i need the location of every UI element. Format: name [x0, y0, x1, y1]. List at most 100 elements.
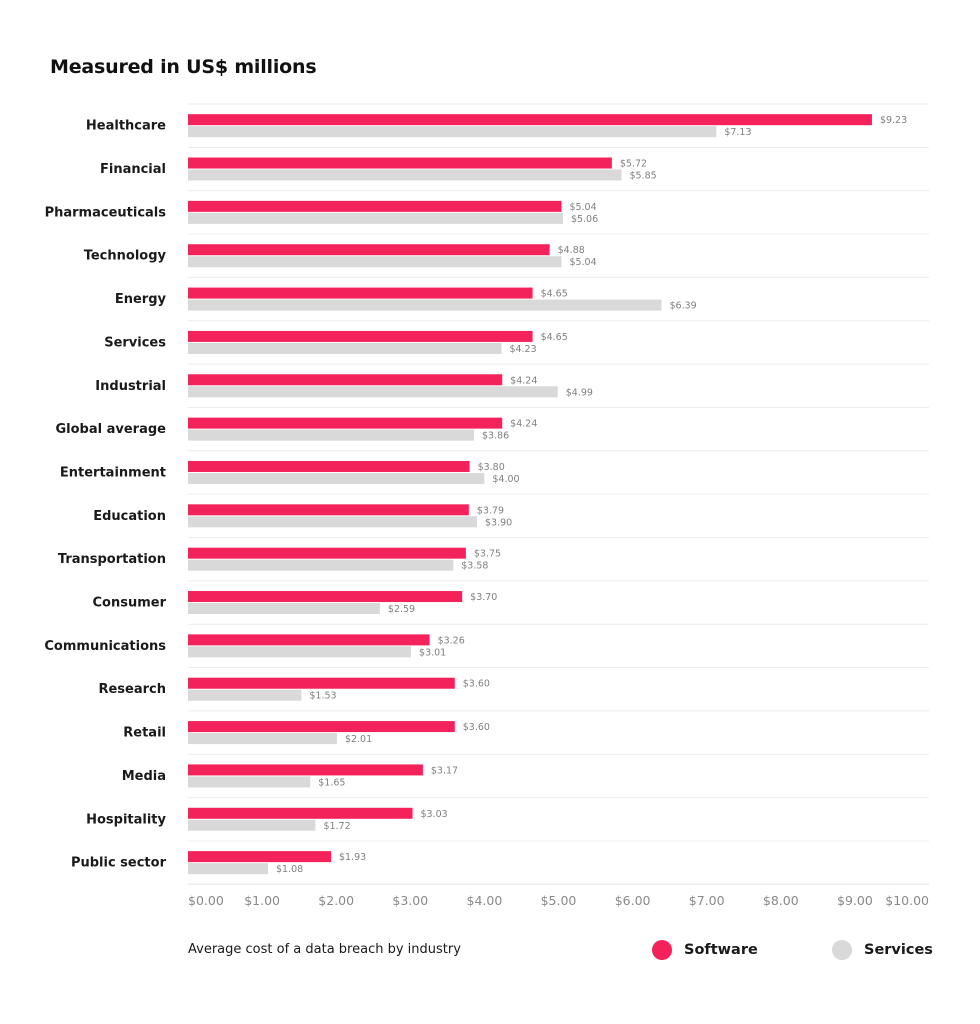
- bar-services: [188, 559, 454, 571]
- value-label-services: $6.39: [669, 301, 696, 312]
- value-label-services: $3.90: [485, 517, 512, 528]
- value-label-services: $1.72: [323, 821, 350, 832]
- bar-services: [188, 863, 269, 875]
- bar-software: [188, 591, 463, 603]
- value-label-services: $3.58: [461, 561, 488, 572]
- software-dot-icon: [652, 940, 672, 960]
- legend-item-software: Software: [652, 940, 758, 960]
- value-label-services: $3.01: [419, 647, 446, 658]
- services-dot-icon: [832, 940, 852, 960]
- category-label: Transportation: [58, 552, 166, 567]
- x-tick-label: $7.00: [689, 893, 725, 908]
- category-label: Communications: [44, 639, 166, 654]
- category-label: Services: [104, 335, 166, 350]
- bar-software: [188, 114, 872, 126]
- value-label-services: $1.65: [318, 777, 345, 788]
- bar-services: [188, 776, 311, 788]
- value-label-software: $4.24: [510, 419, 537, 430]
- bar-software: [188, 807, 413, 819]
- value-label-services: $3.86: [482, 431, 509, 442]
- bar-services: [188, 733, 337, 745]
- value-label-software: $3.70: [470, 592, 497, 603]
- value-label-services: $2.59: [388, 604, 415, 615]
- category-label: Healthcare: [86, 119, 166, 134]
- value-label-software: $3.26: [438, 635, 465, 646]
- category-label: Retail: [123, 726, 166, 741]
- value-label-services: $7.13: [724, 127, 751, 138]
- value-label-software: $4.65: [541, 332, 568, 343]
- x-tick-label: $8.00: [763, 893, 799, 908]
- x-tick-label: $1.00: [244, 893, 280, 908]
- value-label-software: $3.17: [431, 765, 458, 776]
- category-label: Research: [98, 682, 166, 697]
- x-tick-label: $3.00: [392, 893, 428, 908]
- category-label: Technology: [84, 249, 167, 264]
- x-tick-label: $4.00: [467, 893, 503, 908]
- bar-services: [188, 126, 717, 138]
- bar-services: [188, 342, 502, 354]
- legend-item-services: Services: [832, 940, 933, 960]
- x-tick-label: $5.00: [541, 893, 577, 908]
- category-label: Industrial: [95, 379, 166, 394]
- bar-software: [188, 330, 533, 342]
- bar-services: [188, 429, 475, 441]
- bar-services: [188, 299, 662, 311]
- value-label-software: $9.23: [880, 115, 907, 126]
- bar-software: [188, 677, 455, 689]
- category-label: Pharmaceuticals: [45, 205, 167, 220]
- bar-software: [188, 157, 612, 169]
- bar-software: [188, 460, 470, 472]
- category-label: Entertainment: [60, 465, 166, 480]
- bar-services: [188, 472, 485, 484]
- bar-software: [188, 634, 430, 646]
- bar-services: [188, 689, 302, 701]
- value-label-services: $5.04: [569, 257, 596, 268]
- value-label-software: $4.88: [558, 245, 585, 256]
- category-label: Consumer: [93, 596, 167, 611]
- value-label-software: $5.04: [569, 202, 596, 213]
- x-tick-label: $2.00: [318, 893, 354, 908]
- chart-caption: Average cost of a data breach by industr…: [188, 942, 461, 957]
- category-label: Education: [93, 509, 166, 524]
- bar-software: [188, 374, 503, 386]
- value-label-software: $3.03: [421, 809, 448, 820]
- value-label-services: $5.85: [629, 171, 656, 182]
- x-tick-label: $10.00: [885, 893, 929, 908]
- bars: [188, 114, 872, 875]
- value-label-software: $3.79: [477, 505, 504, 516]
- x-tick-label: $6.00: [615, 893, 651, 908]
- value-label-software: $3.60: [463, 722, 490, 733]
- category-label: Public sector: [71, 856, 167, 871]
- x-axis-ticks: $0.00 $1.00 $2.00 $3.00 $4.00 $5.00 $6.00 $7.00…: [188, 893, 929, 908]
- value-label-software: $4.24: [510, 375, 537, 386]
- bar-software: [188, 287, 533, 299]
- category-labels: Healthcare Financial Pharmaceuticals Techno…: [44, 119, 166, 871]
- bar-software: [188, 764, 423, 776]
- bar-services: [188, 819, 316, 831]
- category-label: Financial: [100, 162, 166, 177]
- value-label-services: $5.06: [571, 214, 598, 225]
- bar-software: [188, 200, 562, 212]
- value-label-services: $1.08: [276, 864, 303, 875]
- bar-chart: Healthcare Financial Pharmaceuticals Techno…: [44, 103, 929, 908]
- value-label-software: $3.60: [463, 679, 490, 690]
- category-label: Energy: [115, 292, 167, 307]
- row-separators: [188, 103, 929, 886]
- value-label-services: $2.01: [345, 734, 372, 745]
- category-label: Global average: [56, 422, 167, 437]
- bar-services: [188, 646, 412, 658]
- value-label-software: $1.93: [339, 852, 366, 863]
- bar-software: [188, 244, 550, 256]
- value-label-software: $3.75: [474, 549, 501, 560]
- chart-title: Measured in US$ millions: [50, 56, 317, 78]
- bar-software: [188, 547, 466, 559]
- bar-services: [188, 603, 380, 615]
- value-label-software: $5.72: [620, 159, 647, 170]
- bar-software: [188, 851, 332, 863]
- value-labels: $9.23$7.13$5.72$5.85$5.04$5.06$4.88$5.04…: [276, 115, 907, 875]
- bar-services: [188, 386, 558, 398]
- bar-services: [188, 516, 477, 528]
- bar-services: [188, 212, 563, 224]
- value-label-services: $4.23: [509, 344, 536, 355]
- bar-software: [188, 417, 503, 429]
